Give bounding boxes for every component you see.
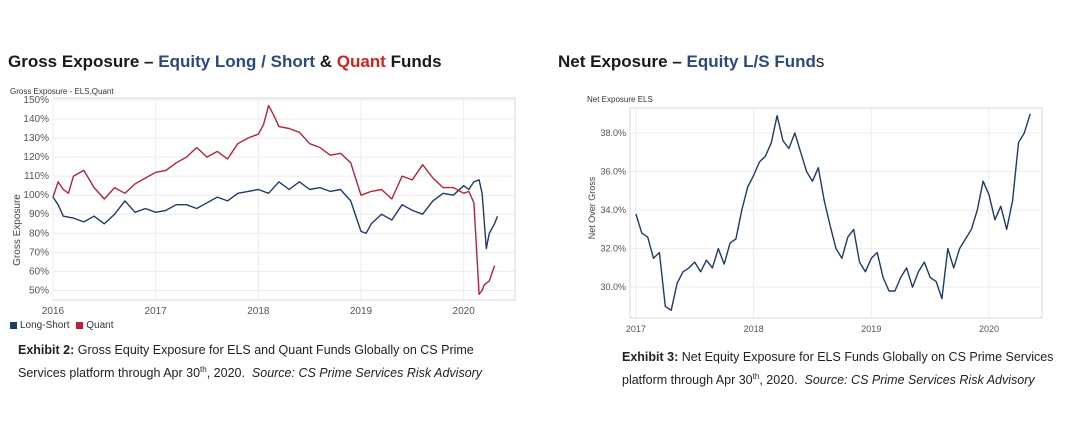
y-tick-label: 34.0%	[600, 205, 626, 215]
left-legend: Long-Short Quant	[10, 320, 114, 331]
caption-sup: th	[200, 365, 207, 374]
right-caption: Exhibit 3: Net Equity Exposure for ELS F…	[622, 348, 1062, 390]
caption-label: Exhibit 3:	[622, 350, 679, 364]
chart-title: Gross Exposure - ELS,Quant	[10, 87, 114, 96]
x-tick-label: 2016	[42, 306, 65, 317]
grid-lines	[52, 98, 515, 300]
y-tick-label: 120%	[23, 152, 49, 163]
y-tick-label: 130%	[23, 133, 49, 144]
caption-sup: th	[752, 372, 760, 381]
left-headline-part: Quant	[336, 52, 386, 71]
x-tick-label: 2020	[453, 306, 476, 317]
legend-item-quant: Quant	[76, 320, 114, 331]
plot-frame	[52, 97, 516, 301]
plot-frame	[629, 107, 1043, 319]
x-tick-label: 2017	[626, 324, 646, 333]
legend-label: Long-Short	[20, 320, 70, 331]
y-tick-label: 36.0%	[600, 167, 626, 177]
series-line-net-exposure	[635, 113, 1031, 312]
y-tick-label: 140%	[23, 114, 49, 125]
caption-label: Exhibit 2:	[18, 343, 75, 357]
y-tick-label: 60%	[29, 266, 49, 277]
right-headline-part: Equity L/S Fund	[686, 52, 816, 71]
left-headline-part: Equity Long / Short	[158, 52, 315, 71]
legend-item-long-short: Long-Short	[10, 320, 69, 331]
right-headline: Net Exposure – Equity L/S Funds	[558, 52, 824, 72]
caption-source: Source: CS Prime Services Risk Advisory	[804, 373, 1035, 388]
x-tick-labels: 2016 2017 2018 2019 2020	[42, 306, 475, 317]
x-tick-labels: 2017 2018 2019 2020	[626, 324, 999, 333]
right-headline-part: –	[667, 52, 687, 71]
left-headline-part: &	[315, 52, 337, 71]
y-tick-label: 90%	[29, 209, 49, 220]
legend-swatch	[76, 321, 84, 329]
legend-label: Quant	[86, 320, 114, 331]
left-headline-part: –	[139, 52, 159, 71]
left-headline-part: Gross Exposure	[8, 52, 140, 71]
y-tick-label: 32.0%	[600, 244, 626, 254]
series-group	[52, 104, 499, 296]
y-tick-label: 110%	[24, 171, 49, 182]
y-tick-labels: 50% 60% 70% 80% 90% 100% 110% 120% 130% 140% 150%	[23, 95, 49, 297]
y-tick-label: 30.0%	[600, 282, 626, 292]
series-group	[635, 113, 1031, 312]
x-tick-label: 2020	[979, 324, 999, 333]
y-tick-labels: 30.0% 32.0% 34.0% 36.0% 38.0%	[600, 128, 626, 292]
y-tick-label: 38.0%	[600, 128, 626, 138]
x-tick-label: 2017	[145, 306, 168, 317]
right-headline-part: s	[815, 52, 825, 71]
x-tick-label: 2018	[744, 324, 764, 333]
left-caption: Exhibit 2: Gross Equity Exposure for ELS…	[18, 341, 498, 383]
legend-swatch	[10, 321, 17, 329]
series-line-quant	[52, 104, 496, 296]
left-headline: Gross Exposure – Equity Long / Short & Q…	[8, 52, 442, 72]
caption-text: Net Equity Exposure for ELS Funds Global…	[622, 350, 1054, 388]
y-tick-label: 150%	[23, 95, 49, 106]
right-headline-part: Net Exposure	[558, 52, 668, 71]
net-exposure-chart: Net Exposure ELS 30.0% 32.0% 34.0% 36.0% 38.…	[587, 95, 1043, 333]
y-tick-label: 70%	[29, 247, 49, 258]
gross-exposure-chart: Gross Exposure - ELS,Quant 50% 60% 70% 80% 9…	[10, 87, 516, 317]
series-line-long-short	[52, 179, 499, 250]
caption-text2: , 2020.	[759, 373, 798, 388]
caption-source: Source: CS Prime Services Risk Advisory	[251, 366, 483, 381]
left-headline-part: Funds	[385, 52, 442, 71]
y-tick-label: 50%	[29, 285, 49, 296]
chart-title: Net Exposure ELS	[587, 95, 653, 104]
x-tick-label: 2018	[247, 306, 270, 317]
x-tick-label: 2019	[861, 324, 881, 333]
y-axis-label: Net Over Gross	[587, 176, 597, 239]
y-tick-label: 100%	[23, 190, 49, 201]
x-tick-label: 2019	[350, 306, 373, 317]
y-tick-label: 80%	[29, 228, 49, 239]
caption-text: Gross Equity Exposure for ELS and Quant …	[18, 343, 474, 381]
grid-lines	[630, 108, 1042, 318]
y-axis-label: Gross Exposure	[12, 194, 23, 266]
caption-text2: , 2020.	[206, 366, 245, 381]
